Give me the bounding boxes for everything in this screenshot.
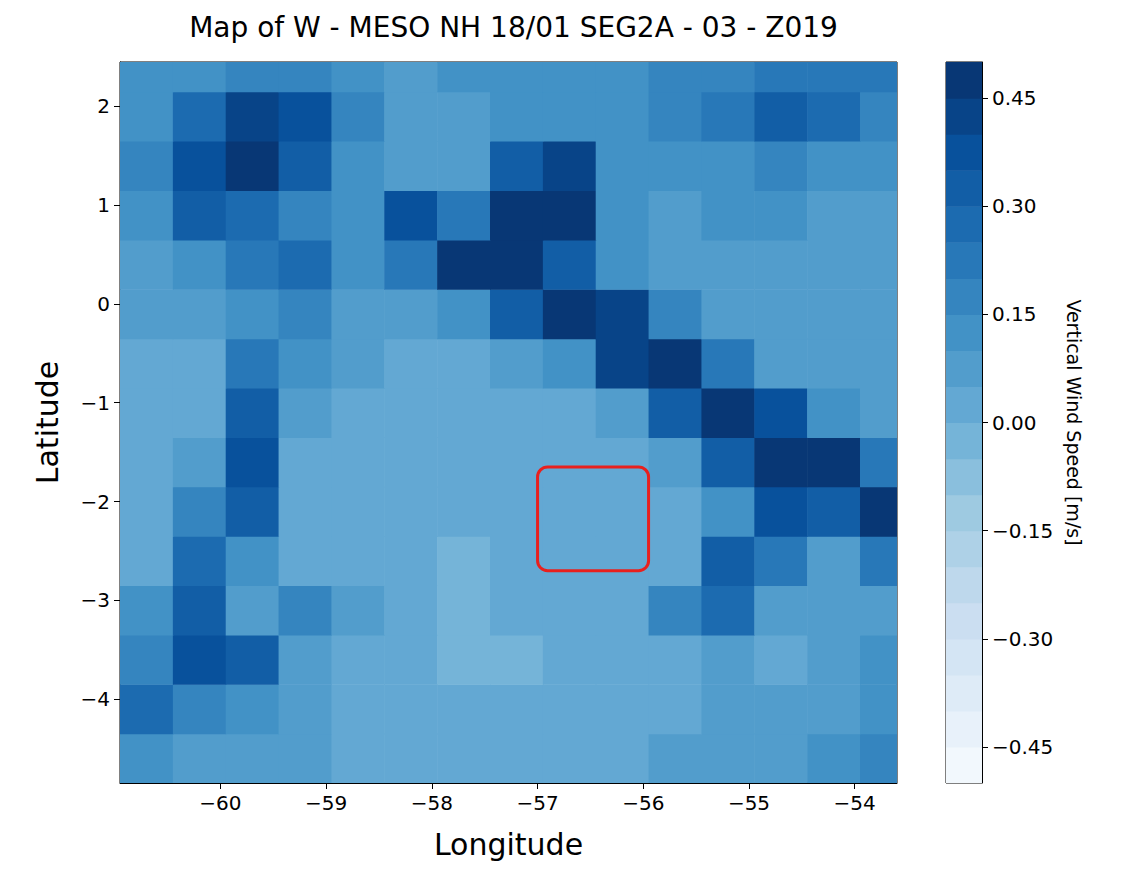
svg-text:−57: −57	[516, 791, 558, 815]
svg-text:−1: −1	[81, 391, 110, 415]
svg-text:Latitude: Latitude	[30, 361, 65, 484]
svg-text:0.00: 0.00	[992, 411, 1037, 435]
svg-text:1: 1	[97, 193, 110, 217]
svg-text:−59: −59	[305, 791, 347, 815]
svg-text:−56: −56	[622, 791, 664, 815]
svg-text:2: 2	[97, 94, 110, 118]
svg-text:Map of W - MESO NH 18/01 SEG2A: Map of W - MESO NH 18/01 SEG2A - 03 - Z0…	[189, 11, 838, 44]
svg-text:−0.30: −0.30	[992, 627, 1053, 651]
svg-text:0.15: 0.15	[992, 302, 1037, 326]
svg-text:−0.45: −0.45	[992, 735, 1053, 759]
svg-text:Vertical Wind Speed [m/s]: Vertical Wind Speed [m/s]	[1063, 299, 1085, 545]
svg-text:−2: −2	[81, 490, 110, 514]
svg-text:−60: −60	[199, 791, 241, 815]
svg-text:−0.15: −0.15	[992, 519, 1053, 543]
svg-text:0: 0	[97, 292, 110, 316]
svg-text:−3: −3	[81, 588, 110, 612]
svg-text:0.30: 0.30	[992, 194, 1037, 218]
svg-text:0.45: 0.45	[992, 86, 1037, 110]
svg-text:−54: −54	[834, 791, 876, 815]
svg-text:−55: −55	[728, 791, 770, 815]
svg-text:−4: −4	[81, 687, 110, 711]
svg-text:Longitude: Longitude	[434, 827, 583, 862]
svg-text:−58: −58	[411, 791, 453, 815]
